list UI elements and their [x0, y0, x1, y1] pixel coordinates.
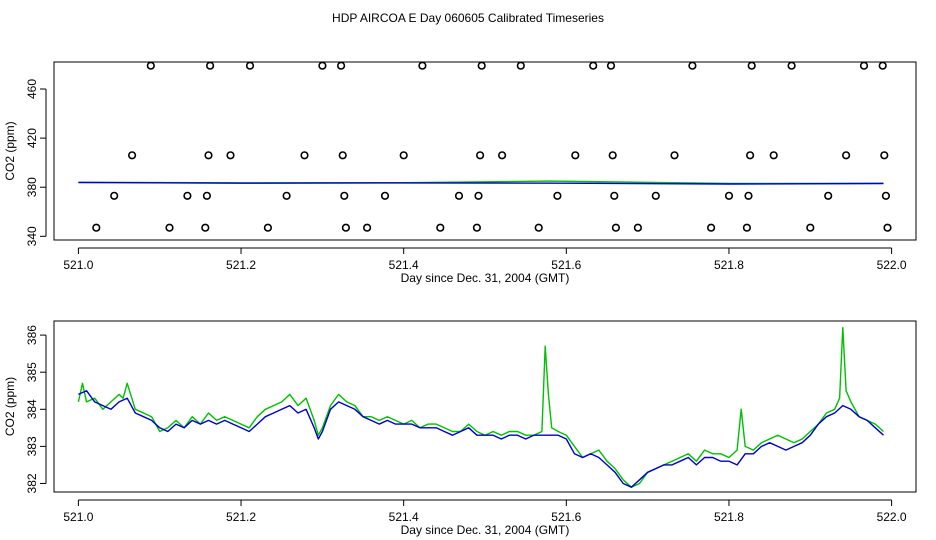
calibration-point: [245, 61, 255, 70]
x-tick-label: 521.6: [551, 510, 581, 524]
calibration-point: [589, 61, 598, 70]
y-tick-label: 382: [25, 473, 39, 493]
calibration-point: [880, 151, 889, 160]
co2-timeseries-panel: 521.0 521.2 521.4 521.6 521.8 522.0 Day since …: [3, 320, 917, 537]
calibration-point: [608, 151, 617, 160]
x-tick-label: 521.0: [63, 510, 93, 524]
calibration-point: [202, 191, 211, 200]
calibration-point: [341, 223, 351, 232]
calibration-point: [476, 151, 485, 160]
calibration-point: [606, 61, 616, 70]
x-tick-label: 521.0: [63, 258, 93, 272]
calibration-point: [498, 151, 507, 160]
series-line-green: [77, 327, 884, 488]
calibration-point: [670, 151, 679, 160]
figure-title: HDP AIRCOA E Day 060605 Calibrated Times…: [332, 11, 604, 25]
calibration-point: [881, 191, 891, 200]
calibration-scatter-panel: 521.0 521.2 521.4 521.6 521.8 522.0 Day since …: [3, 61, 917, 285]
y-tick-label: 460: [25, 79, 39, 99]
y-tick-label: 384: [25, 399, 39, 419]
calibration-point: [146, 61, 155, 70]
calibration-point: [787, 61, 796, 70]
y-tick-label: 383: [25, 436, 39, 456]
y-tick-label: 420: [25, 128, 39, 148]
calibration-point: [363, 223, 372, 232]
calibration-point: [610, 191, 619, 200]
calibration-point: [806, 223, 815, 232]
x-tick-label: 522.0: [877, 510, 907, 524]
calibration-point: [318, 61, 327, 70]
calibration-point: [183, 191, 192, 200]
calibration-point: [226, 151, 235, 160]
y-axis-label: CO2 (ppm): [3, 377, 17, 436]
calibration-point: [651, 191, 660, 200]
plot-frame: [53, 61, 917, 241]
calibration-point: [477, 61, 486, 70]
calibration-point: [553, 191, 562, 200]
calibration-point: [340, 191, 349, 200]
calibration-point: [611, 223, 621, 232]
calibration-point: [204, 151, 213, 160]
calibration-point: [128, 151, 137, 160]
calibration-point: [883, 223, 892, 232]
calibration-point: [841, 151, 851, 160]
y-tick-label: 380: [25, 177, 39, 197]
calibration-point: [633, 223, 643, 232]
calibration-point: [516, 61, 525, 70]
calibration-point: [337, 61, 346, 70]
calibration-point: [282, 191, 291, 200]
calibration-point: [201, 223, 210, 232]
x-tick-label: 522.0: [877, 258, 907, 272]
x-tick-label: 521.4: [389, 258, 419, 272]
x-tick-label: 521.2: [226, 258, 256, 272]
calibration-point: [706, 223, 716, 232]
calibration-point: [472, 223, 482, 232]
calibration-point: [742, 223, 752, 232]
x-tick-label: 521.8: [714, 510, 744, 524]
calibration-point: [92, 223, 101, 232]
calibration-point: [688, 61, 697, 70]
series-line-blue: [78, 181, 884, 185]
calibration-point: [263, 223, 273, 232]
y-tick-label: 340: [25, 226, 39, 246]
x-tick-label: 521.6: [551, 258, 581, 272]
calibration-point: [206, 61, 215, 70]
calibration-point: [436, 223, 445, 232]
calibration-point: [571, 151, 580, 160]
x-axis-label: Day since Dec. 31, 2004 (GMT): [401, 271, 570, 285]
y-axis-label: CO2 (ppm): [3, 121, 17, 180]
x-tick-label: 521.8: [714, 258, 744, 272]
x-axis-label: Day since Dec. 31, 2004 (GMT): [401, 523, 570, 537]
calibration-point: [745, 151, 755, 160]
calibration-point: [534, 223, 543, 232]
series-line-blue: [78, 390, 884, 488]
calibration-point: [418, 61, 427, 70]
calibration-point: [165, 223, 174, 232]
calibration-point: [724, 191, 734, 200]
calibration-point: [399, 151, 408, 160]
calibration-point: [300, 151, 309, 160]
calibration-point: [769, 151, 778, 160]
calibration-point: [454, 191, 464, 200]
x-tick-label: 521.4: [389, 510, 419, 524]
y-tick-label: 386: [25, 325, 39, 345]
x-tick-label: 521.2: [226, 510, 256, 524]
calibration-point: [380, 191, 390, 200]
calibration-point: [110, 191, 119, 200]
calibration-point: [747, 61, 756, 70]
y-tick-label: 385: [25, 362, 39, 382]
calibration-point: [744, 191, 753, 200]
calibration-point: [878, 61, 887, 70]
plot-frame: [53, 320, 917, 493]
calibration-point: [824, 191, 833, 200]
calibration-point: [859, 61, 869, 70]
calibration-point: [474, 191, 483, 200]
calibration-point: [338, 151, 347, 160]
